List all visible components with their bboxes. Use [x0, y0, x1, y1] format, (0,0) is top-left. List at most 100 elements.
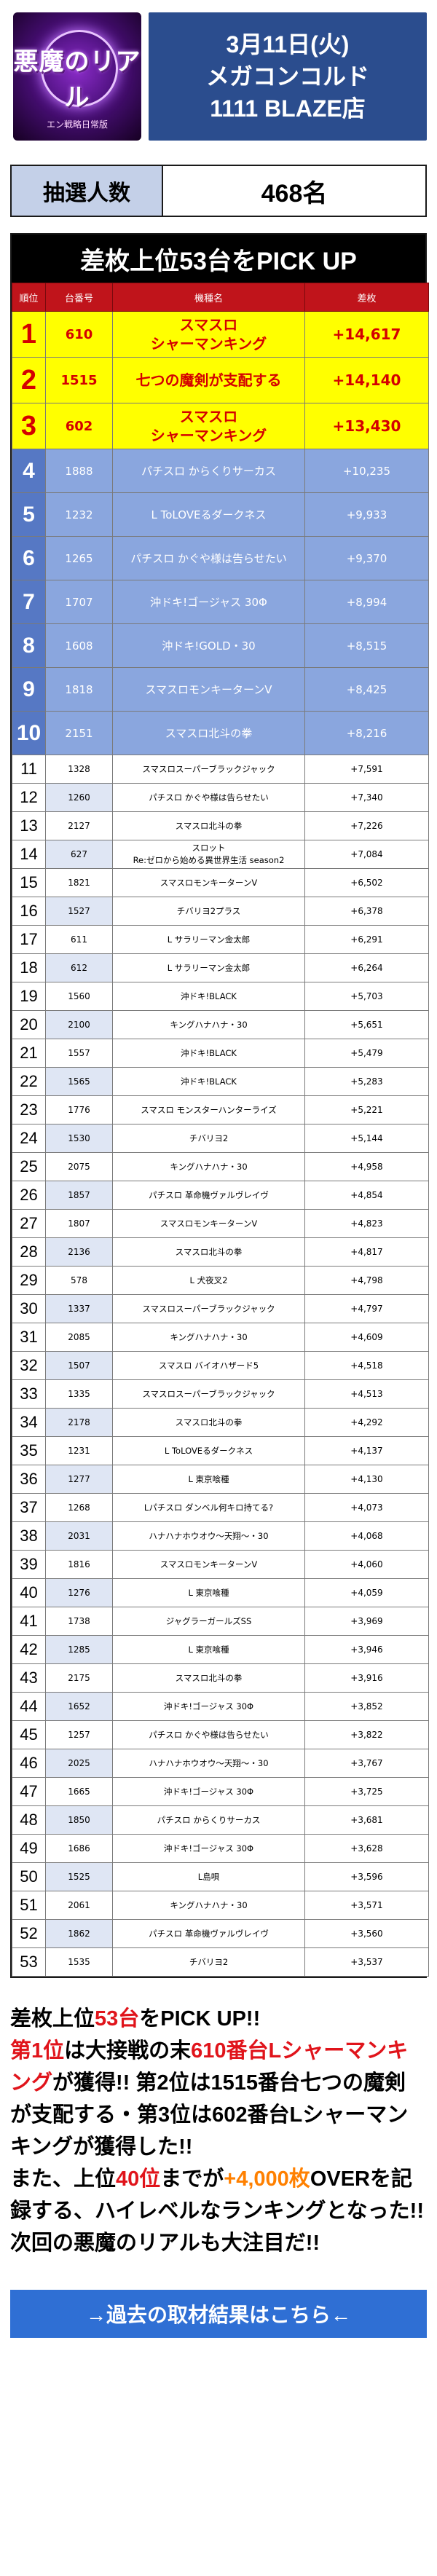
- machine-number-cell: 1565: [45, 1067, 113, 1096]
- ranking-row: 4 1888 パチスロ からくりサーカス +10,235: [12, 449, 429, 493]
- summary-segment: 40位: [116, 2167, 161, 2191]
- machine-number-cell: 2151: [45, 711, 113, 755]
- rank-cell: 3: [12, 403, 46, 449]
- machine-name-cell: スマスロ北斗の拳: [112, 711, 305, 755]
- rank-cell: 52: [12, 1919, 46, 1948]
- ranking-row: 5 1232 L ToLOVEるダークネス +9,933: [12, 492, 429, 537]
- machine-name-cell: スマスロ北斗の拳: [112, 811, 305, 840]
- machine-name-cell: L サラリーマン金太郎: [112, 953, 305, 982]
- summary-segment: をPICK UP!!: [139, 2007, 261, 2031]
- rank-cell: 19: [12, 982, 46, 1011]
- machine-name-cell: 沖ドキ!ゴージャス 30Φ: [112, 1834, 305, 1863]
- difference-cell: +4,823: [304, 1209, 429, 1238]
- machine-name-cell: 沖ドキ!BLACK: [112, 982, 305, 1011]
- summary-segment: 差枚上位: [10, 2007, 95, 2031]
- ranking-row: 40 1276 L 東京喰種 +4,059: [12, 1578, 429, 1607]
- rank-cell: 33: [12, 1379, 46, 1409]
- difference-cell: +9,933: [304, 492, 429, 537]
- machine-number-cell: 1260: [45, 783, 113, 812]
- ranking-row: 34 2178 スマスロ北斗の拳 +4,292: [12, 1408, 429, 1437]
- ranking-row: 1 610 スマスロ シャーマンキング +14,617: [12, 311, 429, 358]
- ranking-row: 43 2175 スマスロ北斗の拳 +3,916: [12, 1663, 429, 1693]
- past-results-link[interactable]: →過去の取材結果はこちら←: [10, 2290, 427, 2338]
- machine-name-cell: スマスロ北斗の拳: [112, 1237, 305, 1267]
- machine-name-cell: キングハナハナ・30: [112, 1010, 305, 1039]
- machine-number-cell: 1807: [45, 1209, 113, 1238]
- difference-cell: +4,798: [304, 1266, 429, 1295]
- machine-name-cell: スマスロ シャーマンキング: [112, 311, 305, 358]
- machine-number-cell: 1268: [45, 1493, 113, 1522]
- ranking-row: 42 1285 L 東京喰種 +3,946: [12, 1635, 429, 1664]
- machine-number-cell: 1328: [45, 755, 113, 784]
- machine-number-cell: 1707: [45, 580, 113, 624]
- rank-cell: 42: [12, 1635, 46, 1664]
- machine-number-cell: 2127: [45, 811, 113, 840]
- logo-subtext: エン戦略日常版: [46, 119, 108, 130]
- rank-cell: 20: [12, 1010, 46, 1039]
- difference-cell: +9,370: [304, 536, 429, 580]
- difference-cell: +4,292: [304, 1408, 429, 1437]
- machine-number-cell: 602: [45, 403, 113, 449]
- ranking-row: 2 1515 七つの魔剣が支配する +14,140: [12, 357, 429, 403]
- ranking-table: 順位 台番号 機種名 差枚 1 610 スマスロ シャーマンキング +14,617 2 15…: [12, 283, 429, 1977]
- summary-segment: が獲得!! 第2位は1515番台七つの魔剣が支配する・第3位は602番台Lシャー…: [10, 2071, 409, 2159]
- ranking-row: 30 1337 スマスロスーパーブラックジャック +4,797: [12, 1294, 429, 1323]
- rank-cell: 51: [12, 1891, 46, 1920]
- machine-name-cell: パチスロ からくりサーカス: [112, 1805, 305, 1835]
- lottery-label: 抽選人数: [12, 166, 163, 216]
- machine-number-cell: 611: [45, 925, 113, 954]
- difference-cell: +4,817: [304, 1237, 429, 1267]
- machine-name-cell: L ToLOVEるダークネス: [112, 1436, 305, 1465]
- rank-cell: 14: [12, 840, 46, 869]
- machine-name-cell: Lパチスロ ダンベル何キロ持てる?: [112, 1493, 305, 1522]
- machine-number-cell: 1525: [45, 1862, 113, 1891]
- ranking-row: 14 627 スロット Re:ゼロから始める異世界生活 season2 +7,084: [12, 840, 429, 869]
- machine-name-cell: L島唄: [112, 1862, 305, 1891]
- machine-name-cell: L 犬夜叉2: [112, 1266, 305, 1295]
- difference-cell: +3,560: [304, 1919, 429, 1948]
- rank-cell: 38: [12, 1521, 46, 1551]
- difference-cell: +7,084: [304, 840, 429, 869]
- difference-cell: +6,502: [304, 868, 429, 897]
- machine-number-cell: 2061: [45, 1891, 113, 1920]
- machine-name-cell: キングハナハナ・30: [112, 1891, 305, 1920]
- ranking-row: 52 1862 パチスロ 革命機ヴァルヴレイヴ +3,560: [12, 1919, 429, 1948]
- ranking-row: 3 602 スマスロ シャーマンキング +13,430: [12, 403, 429, 449]
- difference-cell: +3,681: [304, 1805, 429, 1835]
- store-name: 1111 BLAZE店: [210, 95, 366, 122]
- rank-cell: 1: [12, 311, 46, 358]
- difference-cell: +4,513: [304, 1379, 429, 1409]
- machine-name-cell: L 東京喰種: [112, 1635, 305, 1664]
- ranking-row: 24 1530 チバリヨ2 +5,144: [12, 1124, 429, 1153]
- machine-number-cell: 2175: [45, 1663, 113, 1693]
- ranking-title: 差枚上位53台をPICK UP: [12, 235, 425, 283]
- machine-number-cell: 610: [45, 311, 113, 358]
- machine-number-cell: 1337: [45, 1294, 113, 1323]
- machine-name-cell: スマスロ北斗の拳: [112, 1663, 305, 1693]
- machine-number-cell: 1665: [45, 1777, 113, 1806]
- machine-name-cell: ハナハナホウオウ～天翔～・30: [112, 1749, 305, 1778]
- summary-segment: までが: [160, 2167, 224, 2191]
- machine-number-cell: 1276: [45, 1578, 113, 1607]
- rank-cell: 7: [12, 580, 46, 624]
- machine-name-cell: スマスロ モンスターハンターライズ: [112, 1095, 305, 1124]
- machine-name-cell: ハナハナホウオウ～天翔～・30: [112, 1521, 305, 1551]
- machine-number-cell: 1652: [45, 1692, 113, 1721]
- machine-name-cell: 七つの魔剣が支配する: [112, 357, 305, 403]
- machine-name-cell: 沖ドキ!ゴージャス 30Φ: [112, 1692, 305, 1721]
- machine-number-cell: 1285: [45, 1635, 113, 1664]
- rank-cell: 12: [12, 783, 46, 812]
- ranking-row: 39 1816 スマスロモンキーターンV +4,060: [12, 1550, 429, 1579]
- rank-cell: 4: [12, 449, 46, 493]
- machine-number-cell: 2031: [45, 1521, 113, 1551]
- difference-cell: +5,703: [304, 982, 429, 1011]
- difference-cell: +3,537: [304, 1947, 429, 1977]
- machine-name-cell: ジャグラーガールズSS: [112, 1607, 305, 1636]
- rank-cell: 32: [12, 1351, 46, 1380]
- machine-number-cell: 1776: [45, 1095, 113, 1124]
- ranking-row: 9 1818 スマスロモンキーターンV +8,425: [12, 667, 429, 712]
- rank-cell: 5: [12, 492, 46, 537]
- rank-cell: 53: [12, 1947, 46, 1977]
- difference-cell: +8,515: [304, 623, 429, 668]
- ranking-row: 37 1268 Lパチスロ ダンベル何キロ持てる? +4,073: [12, 1493, 429, 1522]
